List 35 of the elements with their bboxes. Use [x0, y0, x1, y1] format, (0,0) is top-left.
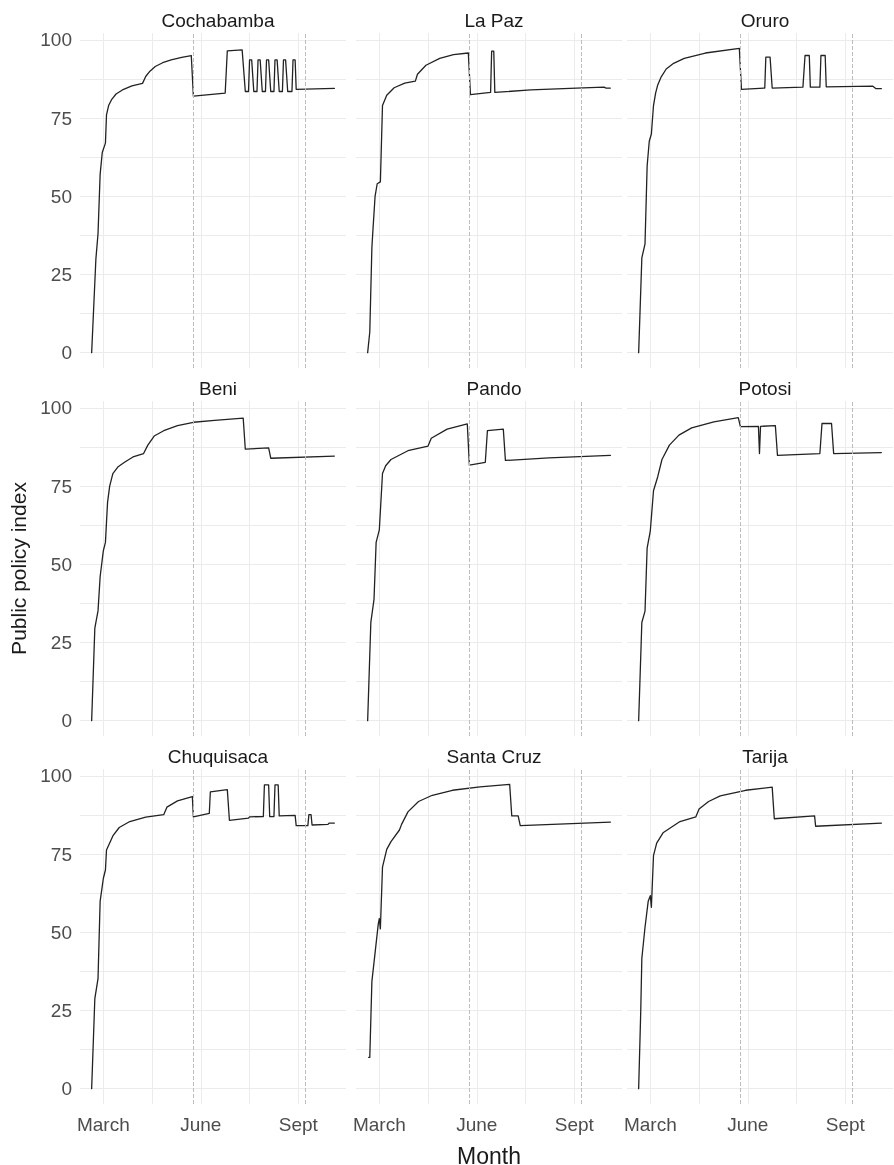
chart-title: Oruro — [740, 10, 790, 31]
x-tick-label: June — [456, 1113, 498, 1135]
x-tick-label: Sept — [825, 1113, 866, 1135]
y-axis-title: Public policy index — [7, 481, 31, 655]
y-tick-label: 50 — [50, 185, 72, 207]
y-tick-label: 100 — [40, 765, 72, 787]
chart-title: Santa Cruz — [446, 746, 542, 767]
y-tick-label: 100 — [40, 29, 72, 51]
y-tick-label: 75 — [50, 107, 72, 129]
x-tick-label: March — [352, 1113, 406, 1135]
y-tick-label: 50 — [50, 921, 72, 943]
x-axis-title: Month — [457, 1142, 521, 1165]
chart-title: Tarija — [742, 746, 789, 767]
x-tick-label: June — [727, 1113, 769, 1135]
y-tick-label: 100 — [40, 397, 72, 419]
y-tick-label: 25 — [50, 631, 72, 653]
y-tick-label: 0 — [61, 342, 72, 364]
y-tick-label: 75 — [50, 843, 72, 865]
x-tick-label: March — [623, 1113, 677, 1135]
chart-title: Potosi — [738, 378, 792, 399]
x-tick-label: Sept — [554, 1113, 595, 1135]
chart-title: La Paz — [464, 10, 524, 31]
y-tick-label: 25 — [50, 999, 72, 1021]
x-tick-label: Sept — [278, 1113, 319, 1135]
y-tick-label: 50 — [50, 553, 72, 575]
x-tick-label: June — [180, 1113, 222, 1135]
y-tick-label: 25 — [50, 263, 72, 285]
chart-title: Chuquisaca — [167, 746, 269, 767]
x-tick-label: March — [76, 1113, 130, 1135]
chart-title: Cochabamba — [161, 10, 275, 31]
y-tick-label: 0 — [61, 1078, 72, 1100]
y-tick-label: 0 — [61, 710, 72, 732]
y-tick-label: 75 — [50, 475, 72, 497]
chart-title: Pando — [466, 378, 522, 399]
chart-title: Beni — [198, 378, 238, 399]
